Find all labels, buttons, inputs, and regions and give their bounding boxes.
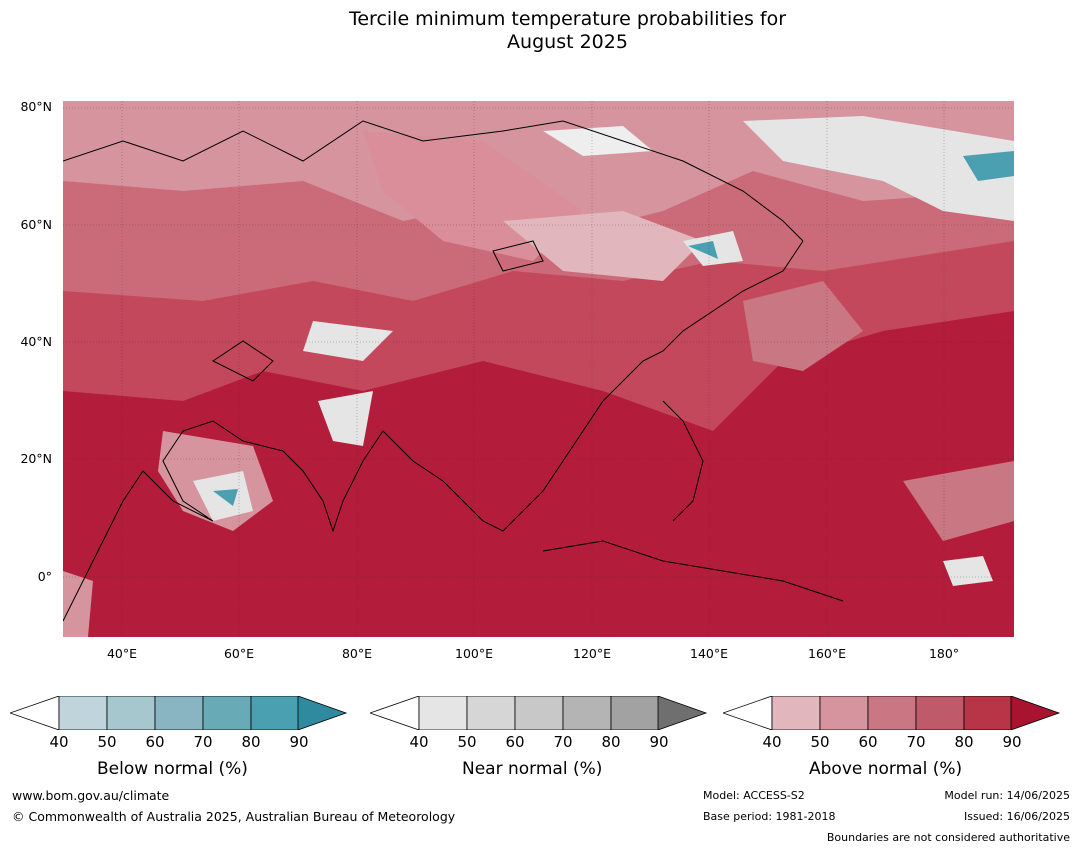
- colorbar-below-normal-cell: [154, 696, 204, 730]
- region-pacific-band-south: [903, 461, 1014, 541]
- colorbar-above-normal-high-extend: [1010, 696, 1061, 730]
- colorbar-near-normal-tick: 90: [649, 733, 669, 751]
- colorbar-near-normal-tick: 50: [457, 733, 477, 751]
- region-near-normal-kara: [543, 126, 653, 156]
- colorbar-near-normal-cells: [418, 696, 660, 730]
- issued-text: Issued: 16/06/2025: [963, 810, 1070, 823]
- colorbar-near-normal-cell: [562, 696, 612, 730]
- region-below-normal-arctic: [963, 151, 1014, 181]
- colorbar-below-normal-cell: [202, 696, 252, 730]
- south-asia-coastline: [282, 430, 524, 533]
- colorbar-above-normal-cell: [819, 696, 869, 730]
- lat-label-0: 0°: [37, 569, 52, 584]
- boundaries-disclaimer: Boundaries are not considered authoritat…: [826, 831, 1070, 844]
- colorbar-below-normal-cells: [58, 696, 300, 730]
- east-asia-coastline: [522, 240, 804, 512]
- colorbar-near-normal-tick: 80: [601, 733, 621, 751]
- colorbar-above-normal-cells: [771, 696, 1013, 730]
- colorbar-above-normal-tick: 70: [906, 733, 926, 751]
- colorbar-below-normal-high-extend: [297, 696, 348, 730]
- region-near-normal-himalaya: [318, 391, 373, 446]
- colorbar-near-normal-cell: [466, 696, 516, 730]
- colorbar-above-normal-cell: [963, 696, 1013, 730]
- region-africa-light: [63, 571, 93, 637]
- colorbar-near-normal-cell: [514, 696, 564, 730]
- colorbar-near-normal-tick: 60: [505, 733, 525, 751]
- probability-map: [63, 101, 1014, 637]
- colorbar-below-normal-tick: 40: [49, 733, 69, 751]
- map-canvas: [63, 101, 1014, 637]
- caspian-coastline: [212, 340, 274, 382]
- colorbar-above-normal-tick: 50: [810, 733, 830, 751]
- colorbar-above-normal-cell: [771, 696, 821, 730]
- colorbar-above-normal-cell: [915, 696, 965, 730]
- region-near-normal-pacific: [943, 556, 993, 586]
- lon-label-100e: 100°E: [454, 646, 494, 661]
- lon-label-180: 180°: [928, 646, 960, 661]
- lon-label-60e: 60°E: [223, 646, 255, 661]
- colorbar-near-normal-tick: 40: [409, 733, 429, 751]
- baikal-coastline: [492, 240, 544, 272]
- colorbar-near-normal: [370, 696, 708, 730]
- graticule: [63, 101, 1014, 637]
- colorbar-above-normal-tick: 90: [1002, 733, 1022, 751]
- colorbar-below-normal-cell: [250, 696, 300, 730]
- region-near-normal-tibet: [303, 321, 393, 361]
- colorbar-above-normal: [723, 696, 1061, 730]
- colorbar-below-normal-tick: 80: [241, 733, 261, 751]
- arctic-coastline: [63, 120, 804, 242]
- lon-label-40e: 40°E: [106, 646, 138, 661]
- region-below-normal-arabia: [213, 489, 238, 506]
- colorbar-above-normal-cell: [867, 696, 917, 730]
- colorbar-above-normal-low-extend: [723, 696, 773, 730]
- copyright-text: © Commonwealth of Australia 2025, Austra…: [12, 809, 456, 824]
- model-text: Model: ACCESS-S2: [703, 789, 805, 802]
- colorbar-above-normal-tick: 60: [858, 733, 878, 751]
- lat-label-40n: 40°N: [20, 334, 52, 349]
- indonesia-coastline: [542, 540, 844, 602]
- colorbar-below-normal-cell: [58, 696, 108, 730]
- region-above-40: [503, 211, 703, 281]
- region-pacific-band-north: [743, 281, 863, 371]
- colorbar-below-normal-tick: 50: [97, 733, 117, 751]
- legend-label-above-normal: Above normal (%): [809, 759, 963, 779]
- lat-label-80n: 80°N: [20, 99, 52, 114]
- colorbar-near-normal-tick: 70: [553, 733, 573, 751]
- colorbar-below-normal-cell: [106, 696, 156, 730]
- legend-label-near-normal: Near normal (%): [462, 759, 603, 779]
- colorbar-below-normal-tick: 70: [193, 733, 213, 751]
- coastlines: [63, 120, 844, 622]
- title-line-1: Tercile minimum temperature probabilitie…: [348, 8, 787, 30]
- region-near-normal-arctic: [743, 116, 1014, 221]
- lon-label-160e: 160°E: [807, 646, 847, 661]
- colorbar-near-normal-cell: [610, 696, 660, 730]
- arabia-africa-coastline: [63, 420, 284, 622]
- colorbar-near-normal-cell: [418, 696, 468, 730]
- region-below-normal-okhotsk: [688, 241, 718, 259]
- legend-label-below-normal: Below normal (%): [97, 759, 248, 779]
- japan-coastline: [662, 400, 704, 522]
- lon-label-120e: 120°E: [572, 646, 612, 661]
- colorbar-above-normal-tick: 40: [762, 733, 782, 751]
- lon-label-80e: 80°E: [341, 646, 373, 661]
- map-title: Tercile minimum temperature probabilitie…: [0, 8, 1081, 54]
- website-link[interactable]: www.bom.gov.au/climate: [12, 788, 170, 803]
- colorbar-near-normal-low-extend: [370, 696, 420, 730]
- lon-label-140e: 140°E: [689, 646, 729, 661]
- base-period-text: Base period: 1981-2018: [703, 810, 836, 823]
- colorbar-below-normal-tick: 90: [289, 733, 309, 751]
- lat-label-60n: 60°N: [20, 217, 52, 232]
- colorbar-below-normal-low-extend: [10, 696, 60, 730]
- colorbar-below-normal-tick: 60: [145, 733, 165, 751]
- colorbar-near-normal-high-extend: [657, 696, 708, 730]
- colorbar-below-normal: [10, 696, 348, 730]
- colorbar-above-normal-tick: 80: [954, 733, 974, 751]
- model-run-text: Model run: 14/06/2025: [944, 789, 1070, 802]
- title-line-2: August 2025: [507, 31, 628, 53]
- lat-label-20n: 20°N: [20, 451, 52, 466]
